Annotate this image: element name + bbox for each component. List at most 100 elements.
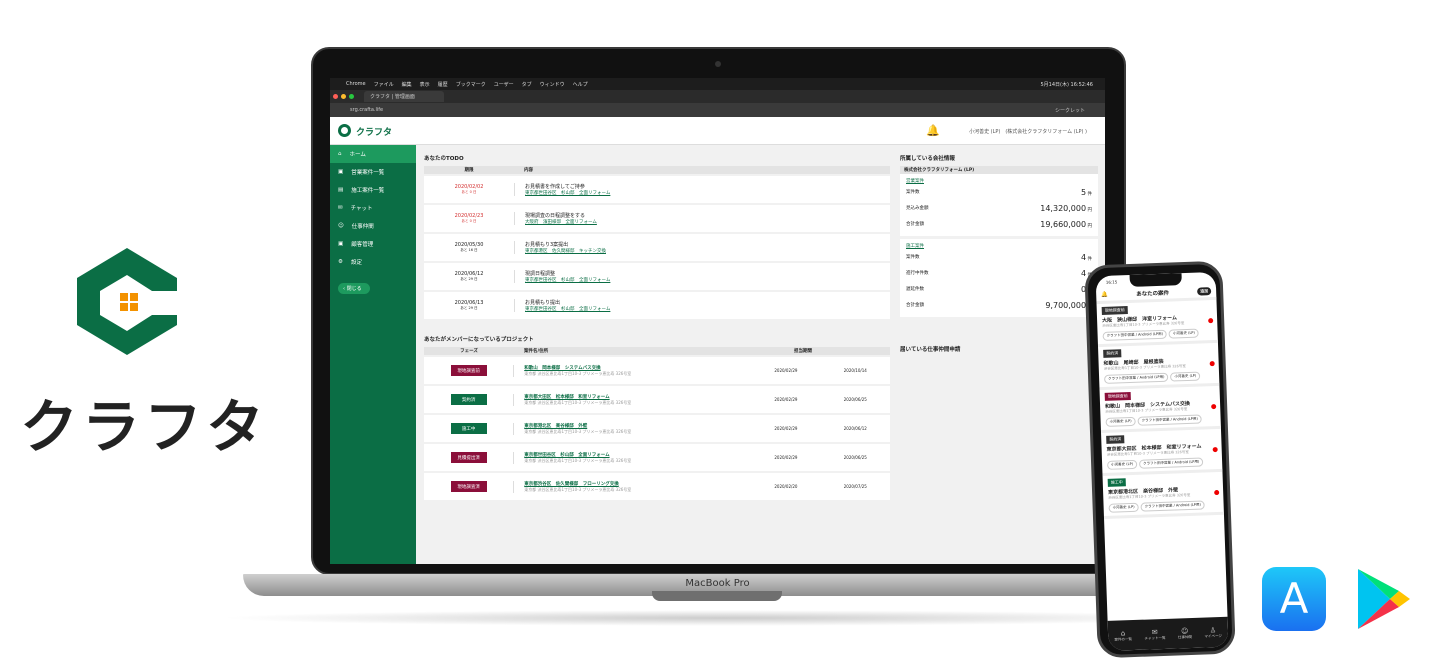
menu-item[interactable]: ヘルプ (572, 81, 588, 88)
close-window-button[interactable] (333, 94, 338, 99)
laptop-base (243, 574, 1191, 596)
google-play-icon[interactable] (1352, 566, 1414, 632)
customer-icon: ▣ (338, 241, 344, 247)
end-date: 2020/06/12 (843, 426, 867, 431)
menu-item[interactable]: タブ (521, 81, 532, 88)
phone-nav-label: マイページ (1204, 633, 1222, 639)
project-address: 東京都 渋谷区恵比寿1丁目10-3 プリメーラ恵比寿 326号室 (524, 457, 632, 463)
todo-row[interactable]: 2020/02/02 あと 0 日 お見積書を作成してご持参 東京都世田谷区 杉山邸 … (424, 176, 890, 203)
todo-task: 現調日程調整 (525, 271, 556, 277)
sidebar-item[interactable]: ▣ 顧客管理 (330, 235, 416, 253)
construction-link[interactable]: 施工案件 (906, 244, 924, 249)
phone-bell-icon[interactable]: 🔔 (1101, 291, 1109, 298)
project-address: 東京都 渋谷区恵比寿1丁目10-3 プリメーラ恵比寿 326号室 (524, 399, 632, 405)
profile-label[interactable]: シークレット (1054, 108, 1085, 114)
sidebar-item[interactable]: ⌂ ホーム (330, 145, 416, 163)
project-link[interactable]: 東京都渋谷区 佐久間様邸 フローリング交換 (524, 481, 619, 487)
app-logo-text[interactable]: クラフタ (356, 128, 393, 138)
phone-project-card[interactable]: 施工中 東京都港北区 楽谷様邸 外壁 渋谷区恵比寿1丁目10-3 プリメーラ恵比寿 … (1102, 471, 1224, 519)
todo-project-link[interactable]: 東京都世田谷区 杉山邸 全面リフォーム (525, 191, 611, 196)
stat-unit: 円 (1087, 207, 1093, 213)
unread-dot (1212, 446, 1218, 453)
sidebar-item[interactable]: ⚙ 設定 (330, 253, 416, 271)
menu-item[interactable]: Chrome (346, 81, 366, 87)
project-row[interactable]: 契約済 東京都大田区 松本様邸 和室リフォーム 東京都 渋谷区恵比寿1丁目10-3 … (424, 386, 890, 413)
todo-project-link[interactable]: 東京都世田谷区 杉山邸 全面リフォーム (525, 307, 611, 312)
phase-badge: 現地調査済 (450, 481, 487, 492)
close-label: 閉じる (346, 286, 362, 292)
menu-item[interactable]: 編集 (401, 81, 412, 88)
address-bar[interactable]: srg.crafta.life シークレット (330, 103, 1105, 117)
menu-item[interactable]: 履歴 (437, 81, 448, 88)
todo-project-link[interactable]: 大阪府 濱田様邸 全面リフォーム (525, 220, 597, 225)
laptop-model-label: MacBook Pro (685, 578, 750, 589)
phone-nav-item[interactable]: ☺ 仕事仲間 (1177, 626, 1193, 639)
phone-project-card[interactable]: 契約済 和歌山 尾崎邸 屋根塗装 渋谷区恵比寿1丁目10-3 プリメーラ恵比寿 32… (1098, 342, 1220, 391)
close-sidebar-button[interactable]: ‹ 閉じる (338, 283, 370, 294)
menu-item[interactable]: 表示 (419, 81, 430, 88)
project-row[interactable]: 現地調査済 東京都渋谷区 佐久間様邸 フローリング交換 東京都 渋谷区恵比寿1丁目1… (424, 473, 890, 500)
sidebar-item[interactable]: ▤ 施工案件一覧 (330, 181, 416, 199)
minimize-button[interactable] (341, 94, 346, 99)
stat-row: 合計金額 19,660,000 円 (906, 216, 1092, 232)
phone-project-card[interactable]: 現地調査前 和歌山 岡本様邸 システムバス交換 渋谷区恵比寿1丁目10-3 プリメー… (1099, 385, 1221, 434)
menu-item[interactable]: ファイル (373, 81, 394, 88)
header-deadline: 期限 (464, 168, 474, 173)
maximize-button[interactable] (349, 94, 354, 99)
todo-project-link[interactable]: 東京都港区 佐久間様邸 キッチン交換 (525, 249, 606, 254)
project-address: 東京都 渋谷区恵比寿1丁目10-3 プリメーラ恵比寿 326号室 (524, 370, 632, 376)
app-logo-icon[interactable] (338, 124, 351, 137)
todo-project-link[interactable]: 東京都世田谷区 杉山邸 全面リフォーム (525, 278, 611, 283)
phone-project-card[interactable]: 現地調査前 大阪 狭山様邸 洋室リフォーム 渋谷区恵比寿1丁目10-3 プリメーラ恵… (1096, 299, 1218, 348)
menu-item[interactable]: ユーザー (493, 81, 514, 88)
sidebar-item[interactable]: ☺ 仕事仲間 (330, 217, 416, 235)
home-icon: ⌂ (338, 151, 342, 157)
phase-badge: 見積提出済 (450, 452, 487, 463)
laptop-notch (652, 591, 782, 601)
stat-unit: 件 (1087, 256, 1093, 262)
project-row[interactable]: 現地調査前 和歌山 岡本様邸 システムバス交換 東京都 渋谷区恵比寿1丁目10-3 … (424, 357, 890, 384)
project-link[interactable]: 東京都大田区 松本様邸 和室リフォーム (524, 394, 610, 400)
bell-icon[interactable]: 🔔 (926, 124, 940, 137)
menu-item[interactable]: ブックマーク (455, 81, 486, 88)
browser-tab[interactable]: クラフタ | 管理画面 (364, 91, 444, 102)
stat-label: 合計金額 (906, 303, 924, 308)
url-text: srg.crafta.life (350, 107, 384, 113)
sidebar-item[interactable]: ✉ チャット (330, 199, 416, 217)
phone-screen: 16:15 🔔 あなたの案件 追加 現地調査前 大阪 狭山様邸 洋室リフォーム 渋谷… (1095, 271, 1229, 651)
phase-badge: 契約済 (450, 394, 487, 405)
project-row[interactable]: 見積提出済 東京都世田谷区 杉山邸 全面リフォーム 東京都 渋谷区恵比寿1丁目10-… (424, 444, 890, 471)
menu-item[interactable]: ウィンドウ (539, 81, 565, 88)
stat-value: 14,320,000 (1040, 203, 1087, 213)
phone-add-button[interactable]: 追加 (1197, 287, 1212, 296)
member-chip: クラフト田中営業 / Android (LP用) (1137, 414, 1203, 426)
sidebar-item-label: 仕事仲間 (351, 224, 374, 230)
user-info[interactable]: 小河善史 (LP) (株式会社クラフタリフォーム (LP) ) (969, 129, 1087, 135)
project-row[interactable]: 施工中 東京都港北区 楽谷様邸 外壁 東京都 渋谷区恵比寿1丁目10-3 プリメーラ… (424, 415, 890, 442)
project-address: 東京都 渋谷区恵比寿1丁目10-3 プリメーラ恵比寿 326号室 (524, 428, 632, 434)
app-store-icon[interactable]: A (1262, 567, 1326, 631)
stat-value: 5 (1080, 187, 1087, 197)
sales-link[interactable]: 営業案件 (906, 179, 924, 184)
sidebar-item-label: 設定 (350, 260, 362, 266)
phone-nav-item[interactable]: ✉ チャット一覧 (1144, 627, 1166, 641)
todo-row[interactable]: 2020/06/13 あと 29 日 お見積もり提出 東京都世田谷区 杉山邸 全面リフ… (424, 292, 890, 319)
project-link[interactable]: 和歌山 岡本様邸 システムバス交換 (524, 365, 601, 371)
todo-row[interactable]: 2020/05/30 あと 16 日 お見積もり3案提出 東京都港区 佐久間様邸 キッ… (424, 234, 890, 261)
sidebar-item[interactable]: ▣ 営業案件一覧 (330, 163, 416, 181)
todo-task: お見積もり3案提出 (525, 242, 569, 248)
todo-row[interactable]: 2020/02/23 あと 0 日 現場調査の日程調整をする 大阪府 濱田様邸 全面リ… (424, 205, 890, 232)
member-chip: 小河善史 (LP) (1105, 416, 1136, 427)
unread-dot (1208, 318, 1214, 324)
phone-project-card[interactable]: 契約済 東京都大田区 松本様邸 和室リフォーム 渋谷区恵比寿1丁目10-3 プリメー… (1101, 428, 1223, 477)
phone-nav-item[interactable]: ⌂ 案件の一覧 (1114, 628, 1133, 642)
sidebar-item-label: 顧客管理 (351, 242, 374, 248)
project-link[interactable]: 東京都港北区 楽谷様邸 外壁 (524, 423, 588, 429)
project-link[interactable]: 東京都世田谷区 杉山邸 全面リフォーム (524, 452, 610, 458)
company-title: 所属している会社情報 (900, 156, 955, 162)
browser-tabbar: クラフタ | 管理画面 (330, 90, 1105, 103)
todo-row[interactable]: 2020/06/12 あと 29 日 現調日程調整 東京都世田谷区 杉山邸 全面リフォ… (424, 263, 890, 290)
member-chip: 小河善史 (LP) (1107, 459, 1138, 470)
phone-nav-item[interactable]: ♙ マイページ (1204, 625, 1222, 639)
